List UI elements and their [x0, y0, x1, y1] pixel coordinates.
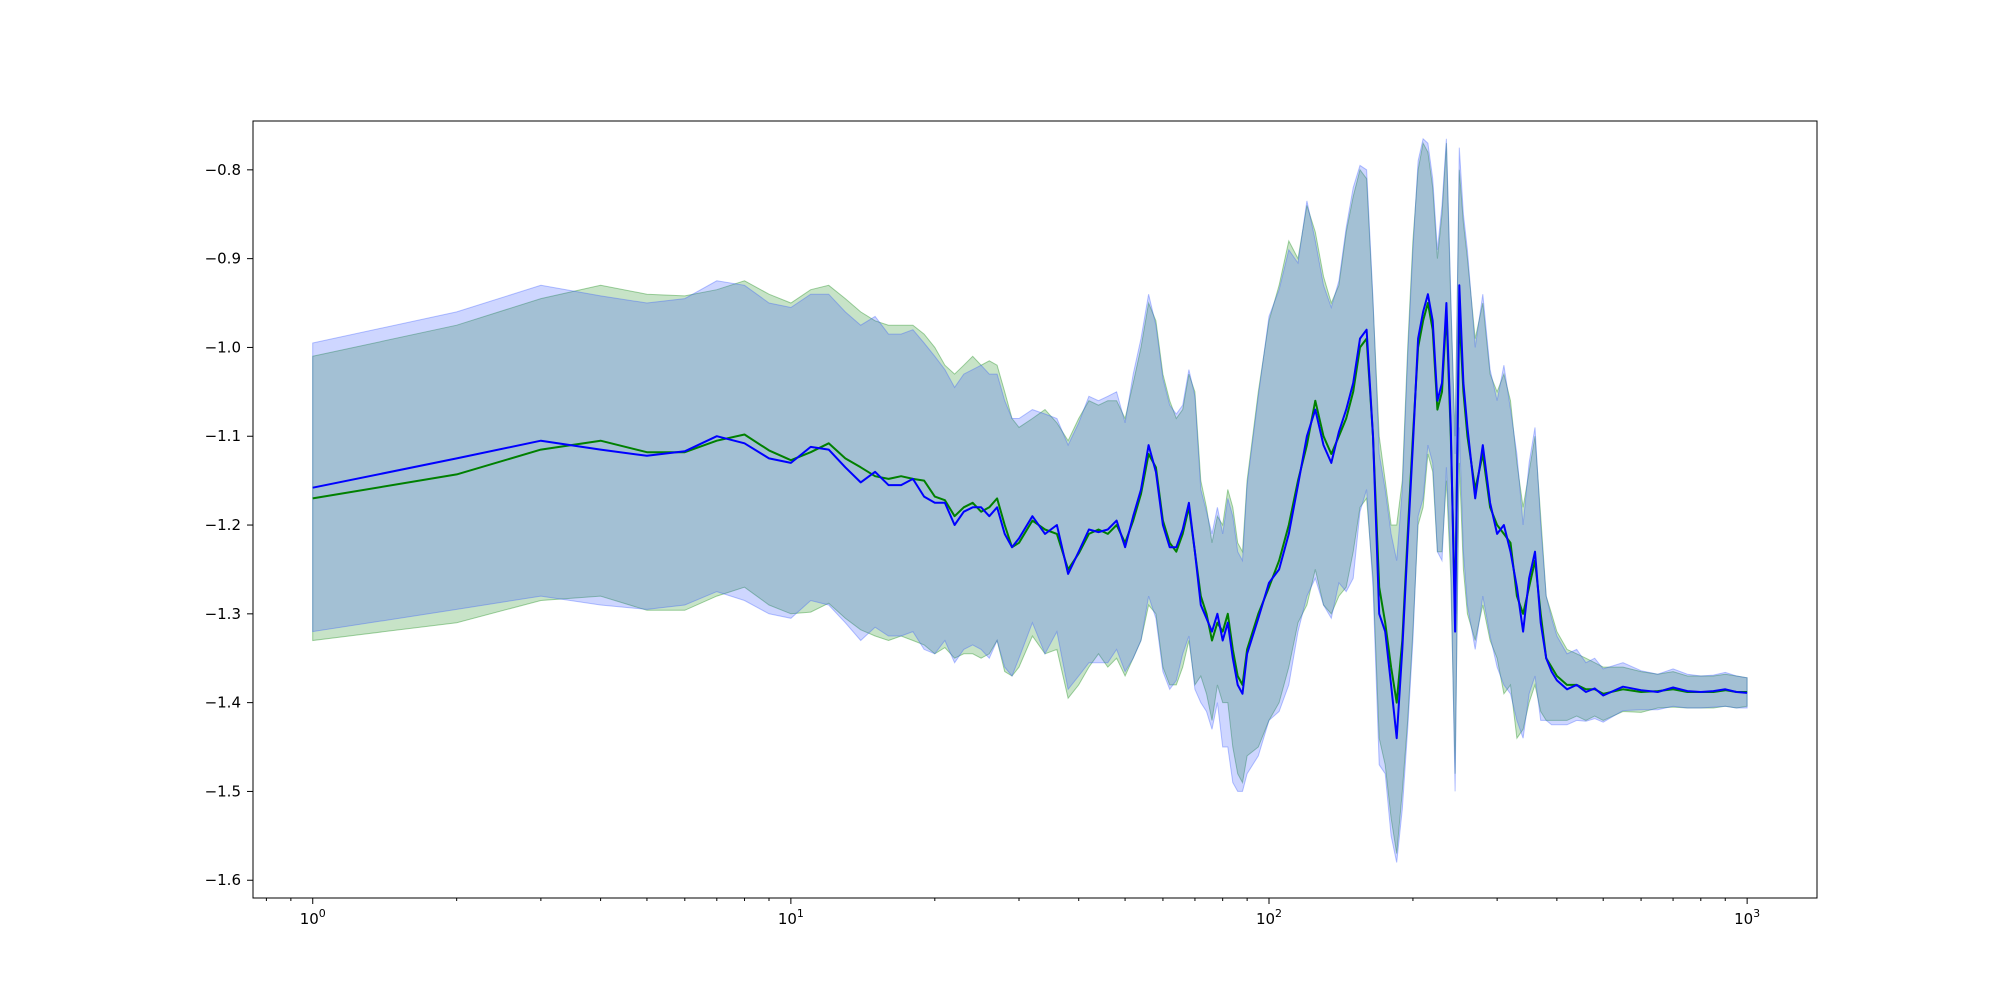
x-tick-exponent: 0: [319, 907, 326, 920]
x-tick-label: 102: [1256, 907, 1282, 928]
y-tick-label: −1.4: [205, 694, 241, 712]
x-tick-label: 103: [1734, 907, 1760, 928]
series-lines: [312, 284, 1748, 740]
x-tick-base: 10: [300, 910, 319, 928]
x-tick-base: 10: [1256, 910, 1275, 928]
y-tick-label: −1.2: [205, 516, 241, 534]
x-tick-base: 10: [1734, 910, 1753, 928]
y-tick-label: −1.1: [205, 427, 241, 445]
x-tick-base: 10: [778, 910, 797, 928]
series-2-line: [312, 284, 1748, 740]
y-tick-label: −1.0: [205, 338, 241, 356]
confidence-bands: [312, 137, 1748, 863]
y-tick-label: −0.8: [205, 161, 241, 179]
series-2-band: [312, 137, 1748, 863]
series-1-band: [312, 141, 1748, 854]
y-tick-label: −1.5: [205, 782, 241, 800]
y-tick-label: −1.6: [205, 871, 241, 889]
y-axis: −0.8 −0.9 −1.0 −1.1 −1.2 −1.3 −1.4 −1.5 −1.6: [205, 161, 253, 889]
y-tick-label: −0.9: [205, 250, 241, 268]
x-tick-label: 101: [778, 907, 804, 928]
x-tick-exponent: 2: [1275, 907, 1282, 920]
plot-frame: [252, 120, 1818, 899]
x-axis: 100 101 102 103: [265, 898, 1760, 928]
x-tick-exponent: 1: [797, 907, 804, 920]
y-tick-label: −1.3: [205, 605, 241, 623]
x-tick-exponent: 3: [1753, 907, 1760, 920]
x-tick-label: 100: [300, 907, 326, 928]
